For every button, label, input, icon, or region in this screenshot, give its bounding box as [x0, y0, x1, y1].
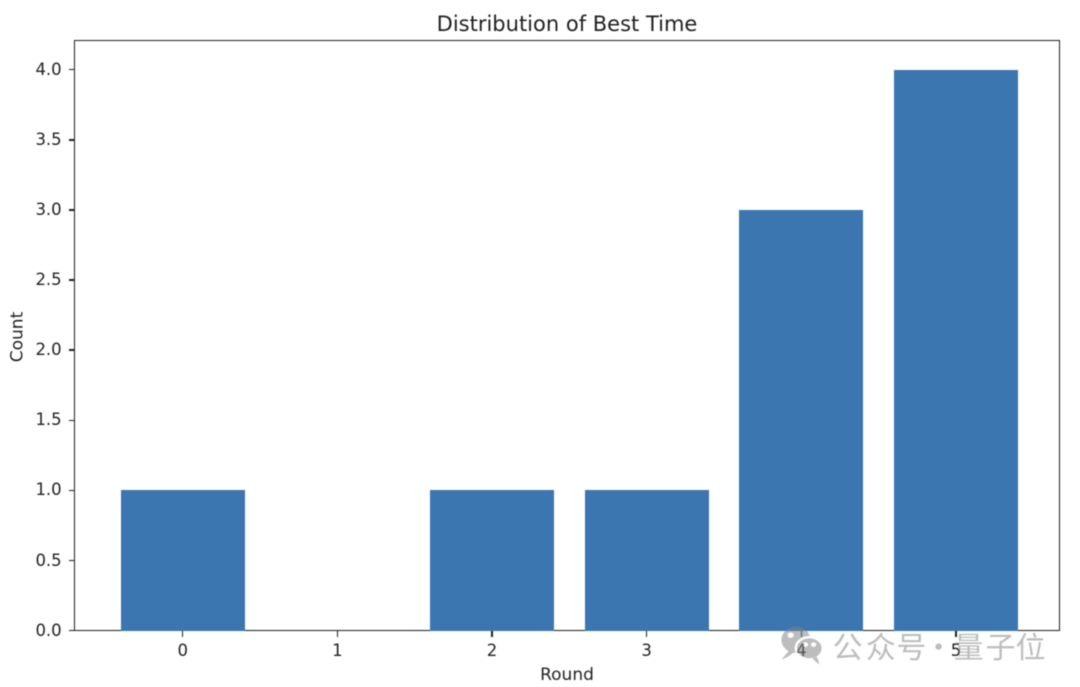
watermark-glyph — [898, 634, 925, 661]
y-axis-label: Count — [7, 311, 27, 362]
x-tick-label: 2 — [486, 641, 498, 661]
y-tick-label: 1.5 — [35, 410, 62, 430]
y-tick-mark — [68, 489, 75, 492]
bar-round-2 — [430, 490, 554, 631]
y-tick-label: 3.5 — [35, 129, 62, 149]
x-axis-label: Round — [540, 665, 594, 685]
bar-round-5 — [894, 69, 1018, 631]
watermark-glyph — [935, 643, 942, 650]
x-tick-label: 1 — [332, 641, 343, 661]
y-tick-label: 0.0 — [35, 620, 62, 640]
x-tick-mark — [336, 630, 339, 637]
chart-title: Distribution of Best Time — [436, 11, 698, 36]
x-tick-label: 4 — [796, 641, 807, 661]
y-tick-mark — [68, 68, 75, 71]
y-tick-label: 1.0 — [35, 480, 62, 500]
y-tick-label: 3.0 — [35, 199, 62, 219]
y-tick-mark — [68, 349, 75, 351]
y-tick-mark — [68, 629, 75, 632]
y-tick-mark — [68, 139, 75, 141]
x-tick-label: 3 — [641, 641, 652, 661]
bar-round-4 — [739, 209, 864, 631]
x-tick-mark — [955, 630, 957, 637]
watermark-text: 公众号 · 量子位 — [0, 0, 1, 1]
watermark-glyph — [834, 633, 862, 661]
x-tick-label: 0 — [177, 641, 188, 661]
x-tick-mark — [800, 630, 803, 637]
x-tick-label: 5 — [950, 641, 962, 661]
y-tick-mark — [68, 209, 75, 211]
y-tick-label: 4.0 — [35, 59, 62, 79]
x-tick-mark — [645, 630, 648, 637]
bar-round-0 — [120, 490, 245, 631]
y-tick-mark — [68, 419, 75, 422]
y-tick-mark — [68, 279, 75, 281]
watermark-glyph — [1016, 632, 1045, 661]
watermark-glyph — [867, 632, 895, 661]
y-tick-label: 0.5 — [35, 550, 62, 570]
bar-round-3 — [584, 490, 709, 631]
y-tick-label: 2.0 — [35, 339, 62, 359]
x-tick-mark — [491, 630, 493, 637]
y-tick-mark — [68, 559, 75, 562]
watermark-text-glyphs — [834, 632, 1045, 661]
y-tick-label: 2.5 — [35, 269, 62, 289]
plot-area — [74, 40, 1060, 631]
watermark-glyph — [987, 634, 1015, 661]
x-tick-mark — [181, 630, 184, 637]
